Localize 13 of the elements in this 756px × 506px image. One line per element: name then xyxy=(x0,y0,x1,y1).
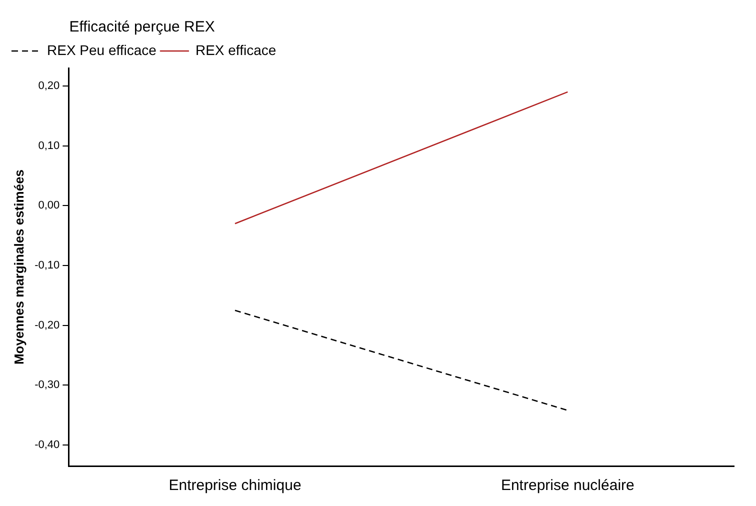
y-tick-label: -0,20 xyxy=(34,319,60,332)
y-tick-label: -0,10 xyxy=(34,260,60,272)
legend-label: REX efficace xyxy=(195,42,276,58)
y-tick-label: 0,10 xyxy=(38,140,60,152)
x-tick-label: Entreprise nucléaire xyxy=(500,477,634,494)
legend-title: Efficacité perçue REX xyxy=(69,18,215,36)
legend-label: REX Peu efficace xyxy=(47,42,157,58)
y-axis-title: Moyennes marginales estimées xyxy=(11,169,26,365)
x-tick-label: Entreprise chimique xyxy=(168,477,302,494)
y-tick-label: -0,30 xyxy=(34,379,60,392)
y-tick-label: -0,40 xyxy=(34,439,60,452)
y-tick-label: 0,00 xyxy=(38,200,60,212)
y-tick-label: 0,20 xyxy=(38,80,60,92)
